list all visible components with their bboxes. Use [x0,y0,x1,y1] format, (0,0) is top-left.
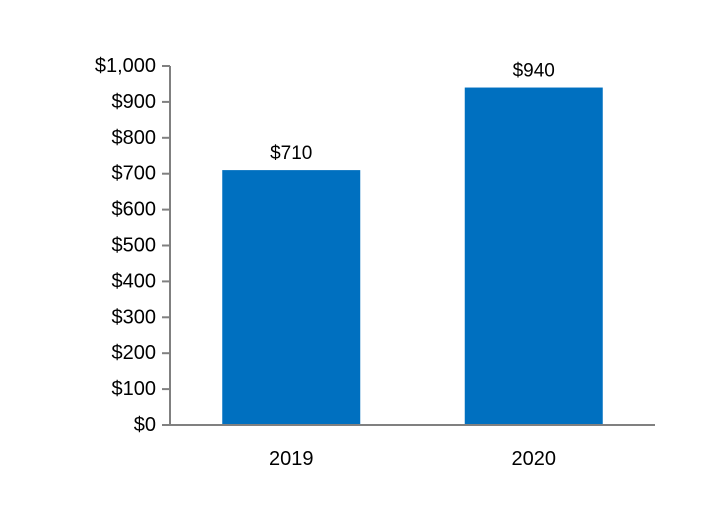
bar-2019 [222,170,361,425]
y-tick-label: $100 [112,378,157,400]
y-tick-label: $600 [112,199,157,221]
x-category-label: 2019 [269,448,314,470]
data-labels: $710 $940 [270,61,555,165]
y-tick-label: $200 [112,342,157,364]
y-tick-label: $400 [112,270,157,292]
x-category-label: 2020 [512,448,557,470]
axes [169,66,655,426]
data-label-2020: $940 [513,61,555,82]
y-tick-label: $0 [134,414,156,436]
y-tick-label: $800 [112,127,157,149]
y-tick-label: $300 [112,306,157,328]
y-axis-ticks: $0 $100 $200 $300 $400 $500 $600 $700 $800 $900 $1… [95,55,170,436]
y-tick-label: $900 [112,91,157,113]
bars [222,87,603,425]
y-tick-label: $1,000 [95,55,156,77]
bar-2020 [464,87,603,425]
y-tick-label: $700 [112,163,157,185]
data-label-2019: $710 [270,143,312,164]
y-tick-label: $500 [112,235,157,257]
x-axis-labels: 2019 2020 [269,448,556,470]
